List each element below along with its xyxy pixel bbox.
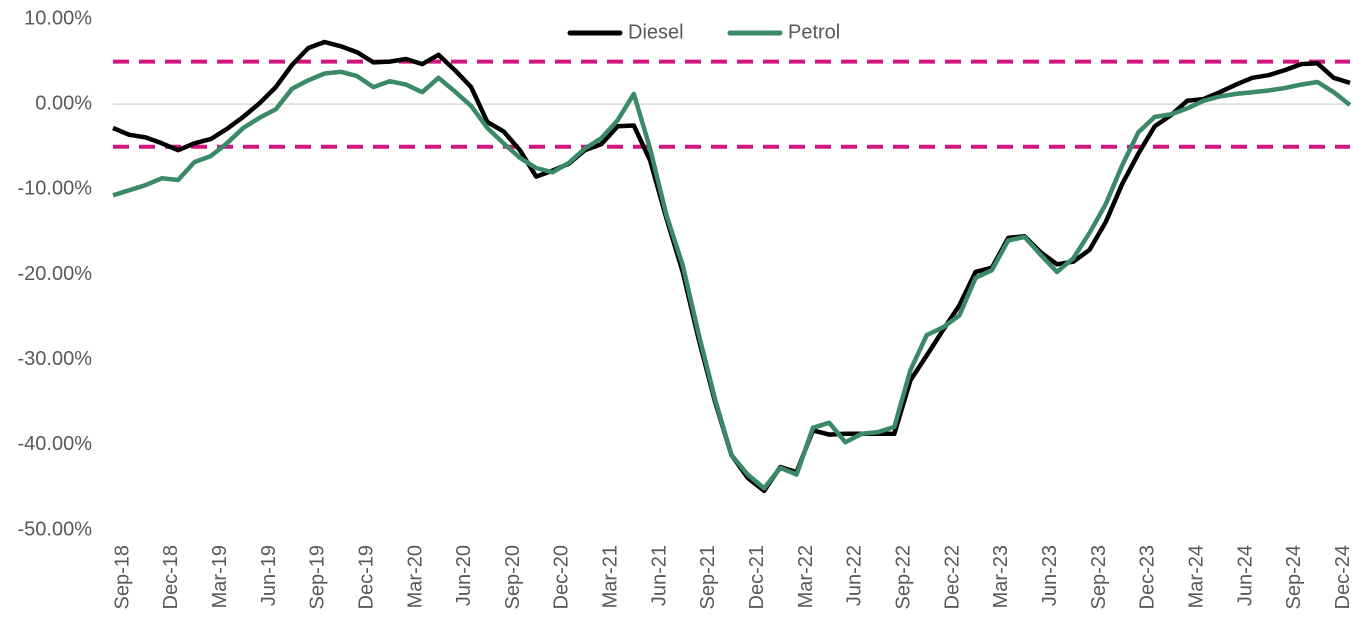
x-tick-label: Mar-20 [404, 545, 426, 608]
x-tick-label: Sep-23 [1088, 545, 1110, 610]
legend-label: Diesel [628, 21, 684, 43]
y-tick-label: -40.00% [18, 433, 93, 455]
x-tick-label: Sep-24 [1283, 545, 1305, 610]
x-tick-label: Dec-24 [1332, 545, 1354, 609]
x-tick-label: Sep-21 [697, 545, 719, 610]
series-line [112, 69, 1352, 491]
x-tick-label: Jun-21 [648, 545, 670, 606]
y-tick-label: -10.00% [18, 178, 93, 200]
x-tick-label: Sep-22 [893, 545, 915, 610]
x-tick-label: Jun-23 [1039, 545, 1061, 606]
x-tick-label: Jun-24 [1234, 545, 1256, 606]
x-tick-label: Sep-19 [307, 545, 329, 610]
x-tick-label: Jun-22 [844, 545, 866, 606]
x-tick-label: Dec-22 [941, 545, 963, 609]
x-tick-label: Jun-20 [453, 545, 475, 606]
x-tick-label: Dec-23 [1137, 545, 1159, 609]
x-tick-label: Sep-18 [111, 545, 133, 610]
x-tick-label: Mar-19 [209, 545, 231, 608]
x-tick-label: Dec-20 [551, 545, 573, 609]
x-tick-label: Jun-19 [258, 545, 280, 606]
x-tick-label: Mar-24 [1186, 545, 1208, 608]
x-tick-label: Dec-21 [746, 545, 768, 609]
y-tick-label: 0.00% [35, 92, 92, 114]
series-line [112, 39, 1351, 494]
x-tick-label: Sep-20 [502, 545, 524, 610]
x-tick-label: Mar-22 [795, 545, 817, 608]
y-tick-label: -20.00% [18, 263, 93, 285]
x-tick-label: Mar-21 [600, 545, 622, 608]
y-tick-label: -30.00% [18, 348, 93, 370]
y-tick-label: 10.00% [24, 7, 92, 29]
x-tick-label: Dec-18 [160, 545, 182, 609]
legend-label: Petrol [788, 21, 840, 43]
x-tick-label: Dec-19 [355, 545, 377, 609]
x-tick-label: Mar-23 [990, 545, 1012, 608]
y-tick-label: -50.00% [18, 518, 93, 540]
